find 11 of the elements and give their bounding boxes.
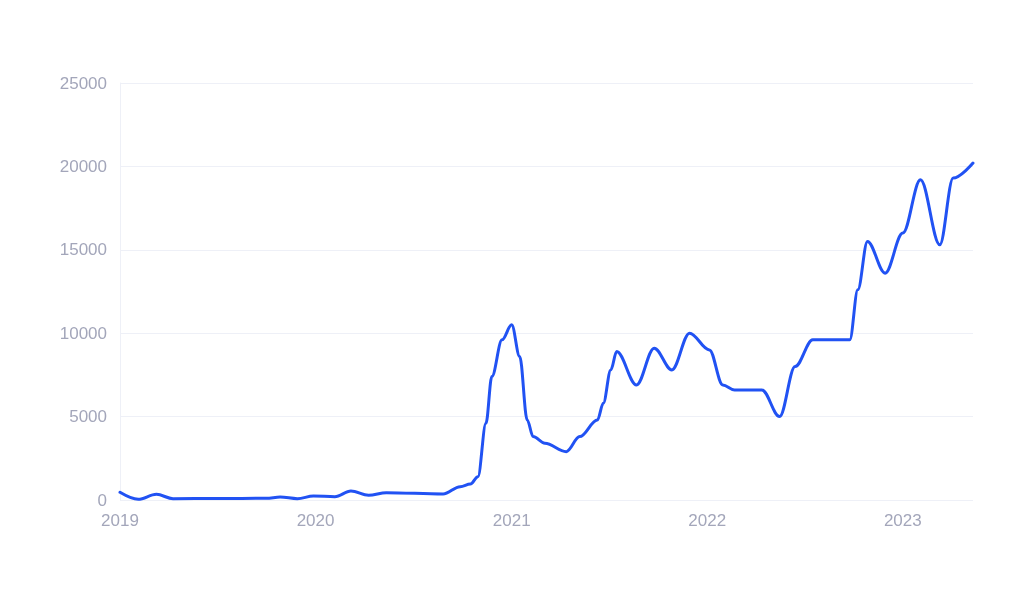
y-tick-label: 15000 <box>59 240 107 260</box>
x-tick-label: 2022 <box>688 511 727 530</box>
y-tick-label: 0 <box>97 490 107 510</box>
x-tick-label: 2020 <box>296 511 335 530</box>
x-tick-label: 2019 <box>101 511 139 530</box>
y-tick-label: 5000 <box>69 407 107 427</box>
y-tick-label: 10000 <box>59 323 107 343</box>
y-tick-label: 20000 <box>59 156 107 176</box>
x-tick-label: 2021 <box>492 511 531 530</box>
x-tick-label: 2023 <box>883 511 922 530</box>
y-tick-label: 25000 <box>59 73 107 93</box>
